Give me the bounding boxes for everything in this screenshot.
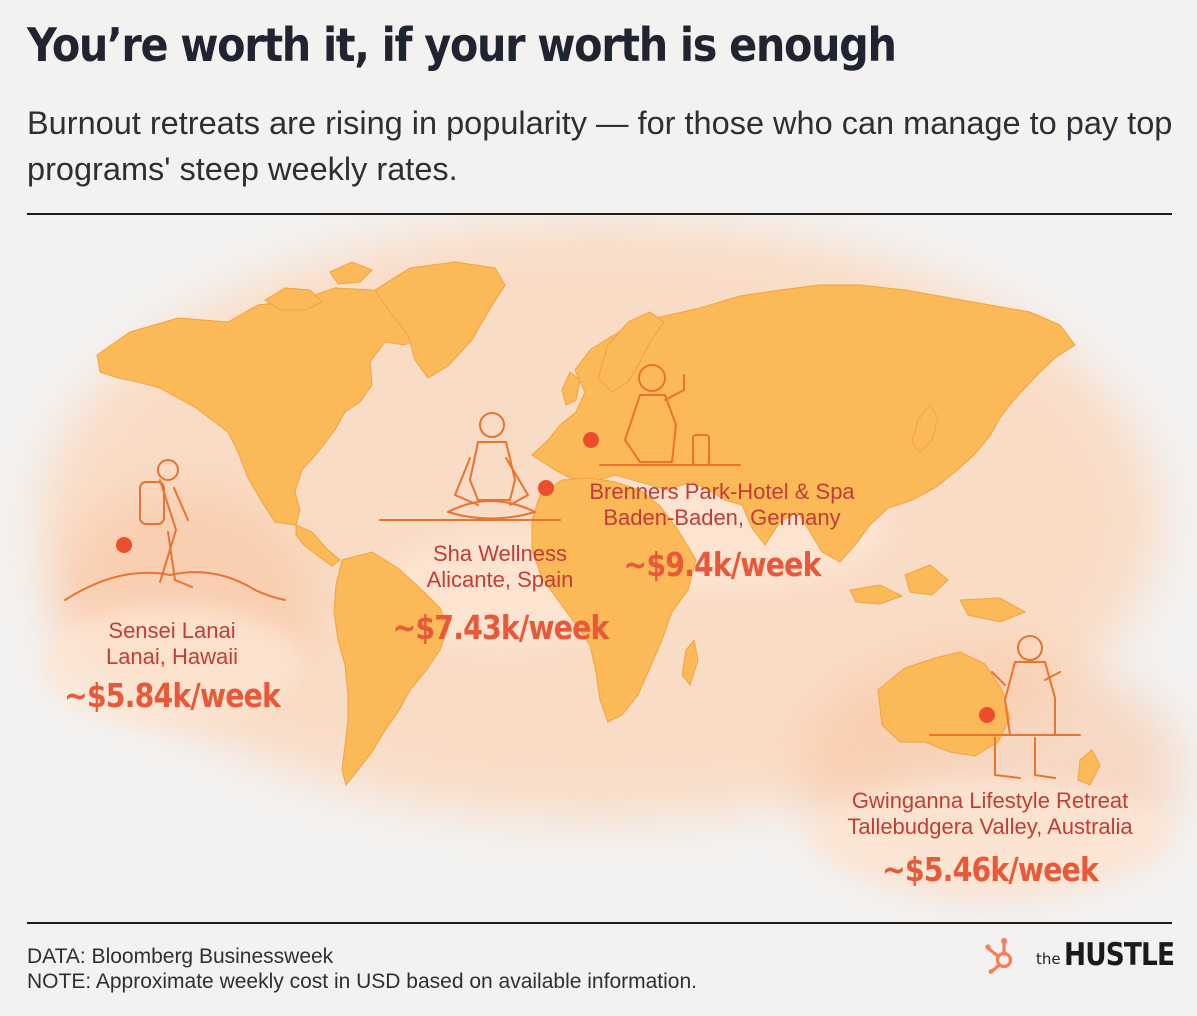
world-map [40, 220, 1180, 890]
logo-prefix: the [1036, 950, 1061, 968]
retreat-price-sensei-lanai: ~$5.84k/week [63, 676, 281, 715]
retreat-name: Brenners Park-Hotel & Spa [589, 479, 855, 504]
retreat-location: Baden-Baden, Germany [603, 505, 841, 530]
retreat-label-sha-wellness: Sha Wellness Alicante, Spain [375, 541, 625, 593]
hubspot-sprocket-icon [985, 938, 1013, 974]
arctic-islands-shape [264, 261, 373, 311]
retreat-name: Sha Wellness [432, 541, 568, 566]
north-america-shape [96, 287, 441, 526]
retreat-price-sha-wellness: ~$7.43k/week [392, 608, 610, 647]
footer-notes: DATA: Bloomberg Businessweek NOTE: Appro… [27, 944, 697, 994]
marker-sha-wellness [538, 480, 554, 496]
footer-divider [27, 922, 1172, 924]
greenland-shape [374, 261, 506, 379]
retreat-label-gwinganna: Gwinganna Lifestyle Retreat Tallebudgera… [810, 788, 1170, 840]
meditating-woman-illustration [379, 412, 561, 521]
retreat-location: Lanai, Hawaii [105, 644, 239, 669]
retreat-price-brenners-park: ~$9.4k/week [623, 545, 821, 584]
retreat-name: Gwinganna Lifestyle Retreat [851, 788, 1129, 813]
retreat-location: Tallebudgera Valley, Australia [847, 814, 1133, 839]
marker-brenners-park [583, 432, 599, 448]
retreat-label-sensei-lanai: Sensei Lanai Lanai, Hawaii [42, 618, 302, 670]
retreat-price-gwinganna: ~$5.46k/week [881, 850, 1099, 889]
southeast-asia-islands-shape [849, 564, 1027, 623]
woman-drinking-illustration [599, 364, 741, 466]
retreat-name: Sensei Lanai [108, 618, 236, 643]
data-source: DATA: Bloomberg Businessweek [27, 945, 334, 968]
japan-shape [911, 404, 939, 453]
madagascar-shape [681, 638, 699, 687]
page-subtitle: Burnout retreats are rising in popularit… [27, 105, 1173, 187]
page-title: You’re worth it, if your worth is enough [27, 18, 897, 72]
uk-shape [561, 371, 581, 406]
retreat-label-brenners-park: Brenners Park-Hotel & Spa Baden-Baden, G… [557, 479, 887, 531]
marker-gwinganna [979, 707, 995, 723]
retreat-location: Alicante, Spain [426, 567, 574, 592]
new-zealand-shape [1077, 749, 1101, 786]
hiker-illustration [64, 459, 286, 601]
africa-shape [531, 477, 697, 723]
central-america-shape [295, 524, 341, 567]
marker-sensei-lanai [116, 537, 132, 553]
south-america-shape [333, 551, 449, 787]
martial-arts-woman-illustration [929, 635, 1081, 779]
brand-logo: the HUSTLE [984, 936, 1193, 974]
logo-wordmark: HUSTLE [1063, 937, 1175, 973]
scandinavia-shape [597, 311, 665, 393]
data-note: NOTE: Approximate weekly cost in USD bas… [27, 970, 697, 993]
header-divider [27, 213, 1172, 215]
australia-shape [877, 651, 1011, 757]
